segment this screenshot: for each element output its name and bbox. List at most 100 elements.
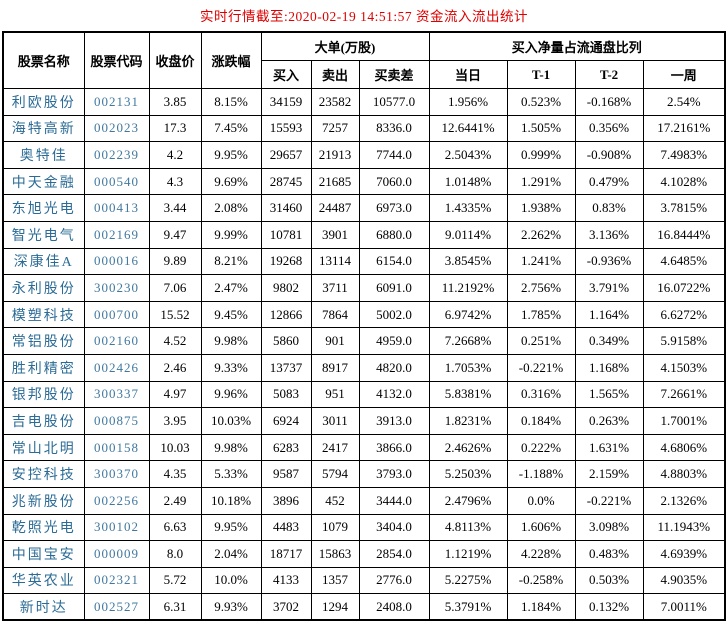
cell-change-pct: 9.98% [200,327,262,355]
table-row[interactable]: 东旭光电 000413 3.44 2.08% 31460 24487 6973.0 1.433… [2,194,726,222]
cell-buy: 10781 [260,220,312,249]
cell-buy: 34159 [260,88,312,116]
cell-sell: 2417 [310,433,360,462]
cell-buy: 6283 [260,433,312,462]
cell-ratio-week: 17.2161% [642,114,726,143]
cell-ratio-today: 11.2192% [428,274,508,302]
cell-change-pct: 9.69% [200,167,262,196]
table-row[interactable]: 华英农业 002321 5.72 10.0% 4133 1357 2776.0 5.2275%… [2,566,726,595]
col-header-ratio-week: 一周 [642,60,726,89]
cell-ratio-t-1: 1.938% [506,194,576,222]
cell-ratio-t-1: -1.188% [506,460,576,488]
table-row[interactable]: 常铝股份 002160 4.52 9.98% 5860 901 4959.0 7.2668% 0… [2,327,726,355]
cell-ratio-week: 4.6939% [642,540,726,568]
cell-close-price: 2.46 [148,353,202,382]
cell-ratio-today: 12.6441% [428,114,508,143]
cell-buy-sell-diff: 2408.0 [358,593,430,621]
table-row[interactable]: 吉电股份 000875 3.95 10.03% 6924 3011 3913.0 1.8231… [2,407,726,435]
cell-change-pct: 10.18% [200,486,262,515]
cell-sell: 8917 [310,353,360,382]
table-row[interactable]: 中天金融 000540 4.3 9.69% 28745 21685 7060.0 1.0148… [2,167,726,196]
table-row[interactable]: 深康佳A 000016 9.89 8.21% 19268 13114 6154.0 3.854… [2,247,726,276]
cell-buy-sell-diff: 6880.0 [358,220,430,249]
cell-ratio-t-1: 1.505% [506,114,576,143]
cell-close-price: 4.2 [148,141,202,169]
table-row[interactable]: 中国宝安 000009 8.0 2.04% 18717 15863 2854.0 1.1219… [2,540,726,568]
cell-buy-sell-diff: 3444.0 [358,486,430,515]
col-header-change-pct: 涨跌幅 [200,31,262,89]
cell-sell: 3011 [310,407,360,435]
cell-ratio-today: 4.8113% [428,513,508,542]
table-row[interactable]: 智光电气 002169 9.47 9.99% 10781 3901 6880.0 9.0114… [2,220,726,249]
cell-stock-code: 002527 [83,593,150,621]
cell-stock-code: 002160 [83,327,150,355]
cell-ratio-today: 1.1219% [428,540,508,568]
cell-change-pct: 9.96% [200,380,262,409]
cell-sell: 901 [310,327,360,355]
cell-ratio-t-1: 1.184% [506,593,576,621]
cell-ratio-today: 5.8381% [428,380,508,409]
cell-sell: 1079 [310,513,360,542]
table-row[interactable]: 新时达 002527 6.31 9.93% 3702 1294 2408.0 5.3791% 1… [2,593,726,621]
cell-ratio-today: 5.2503% [428,460,508,488]
cell-buy-sell-diff: 5002.0 [358,300,430,329]
table-row[interactable]: 胜利精密 002426 2.46 9.33% 13737 8917 4820.0 1.7053… [2,353,726,382]
cell-buy: 5860 [260,327,312,355]
cell-ratio-week: 1.7001% [642,407,726,435]
cell-stock-name: 新时达 [2,593,85,621]
table-row[interactable]: 乾照光电 300102 6.63 9.95% 4483 1079 3404.0 4.8113%… [2,513,726,542]
col-header-buy-sell-diff: 买卖差 [358,60,430,89]
cell-close-price: 4.35 [148,460,202,488]
cell-ratio-t-2: 0.349% [574,327,644,355]
cell-ratio-week: 4.9035% [642,566,726,595]
cell-close-price: 3.44 [148,194,202,222]
cell-buy-sell-diff: 2854.0 [358,540,430,568]
table-row[interactable]: 模塑科技 000700 15.52 9.45% 12866 7864 5002.0 6.974… [2,300,726,329]
table-row[interactable]: 银邦股份 300337 4.97 9.96% 5083 951 4132.0 5.8381% 0… [2,380,726,409]
cell-stock-code: 000413 [83,194,150,222]
cell-ratio-t-2: 0.132% [574,593,644,621]
cell-ratio-today: 5.2275% [428,566,508,595]
cell-stock-name: 兆新股份 [2,486,85,515]
table-row[interactable]: 奥特佳 002239 4.2 9.95% 29657 21913 7744.0 2.5043%… [2,141,726,169]
page-title: 实时行情截至:2020-02-19 14:51:57 资金流入流出统计 [200,9,528,24]
cell-ratio-week: 6.6272% [642,300,726,329]
cell-stock-code: 300102 [83,513,150,542]
col-header-close-price: 收盘价 [148,31,202,89]
cell-stock-name: 安控科技 [2,460,85,488]
cell-close-price: 15.52 [148,300,202,329]
table-row[interactable]: 兆新股份 002256 2.49 10.18% 3896 452 3444.0 2.4796%… [2,486,726,515]
cell-change-pct: 2.08% [200,194,262,222]
table-row[interactable]: 利欧股份 002131 3.85 8.15% 34159 23582 10577.0 1.95… [2,88,726,116]
cell-buy-sell-diff: 6091.0 [358,274,430,302]
cell-buy: 4133 [260,566,312,595]
table-row[interactable]: 永利股份 300230 7.06 2.47% 9802 3711 6091.0 11.2192… [2,274,726,302]
cell-change-pct: 10.03% [200,407,262,435]
cell-buy: 6924 [260,407,312,435]
cell-change-pct: 9.99% [200,220,262,249]
cell-ratio-t-2: -0.936% [574,247,644,276]
cell-ratio-week: 2.1326% [642,486,726,515]
cell-ratio-t-1: 1.785% [506,300,576,329]
col-header-buy: 买入 [260,60,312,89]
cell-stock-code: 002239 [83,141,150,169]
cell-change-pct: 7.45% [200,114,262,143]
cell-ratio-t-1: 0.999% [506,141,576,169]
cell-change-pct: 9.33% [200,353,262,382]
cell-close-price: 6.63 [148,513,202,542]
cell-ratio-t-2: 1.631% [574,433,644,462]
cell-change-pct: 9.95% [200,141,262,169]
cell-stock-name: 东旭光电 [2,194,85,222]
table-row[interactable]: 海特高新 002023 17.3 7.45% 15593 7257 8336.0 12.644… [2,114,726,143]
cell-ratio-t-1: 1.606% [506,513,576,542]
cell-ratio-week: 4.6806% [642,433,726,462]
cell-buy-sell-diff: 7744.0 [358,141,430,169]
cell-ratio-week: 7.0011% [642,593,726,621]
table-row[interactable]: 安控科技 300370 4.35 5.33% 9587 5794 3793.0 5.2503%… [2,460,726,488]
cell-ratio-week: 11.1943% [642,513,726,542]
cell-buy-sell-diff: 3913.0 [358,407,430,435]
cell-stock-code: 000700 [83,300,150,329]
cell-stock-code: 002256 [83,486,150,515]
cell-close-price: 5.72 [148,566,202,595]
table-row[interactable]: 常山北明 000158 10.03 9.98% 6283 2417 3866.0 2.4626… [2,433,726,462]
